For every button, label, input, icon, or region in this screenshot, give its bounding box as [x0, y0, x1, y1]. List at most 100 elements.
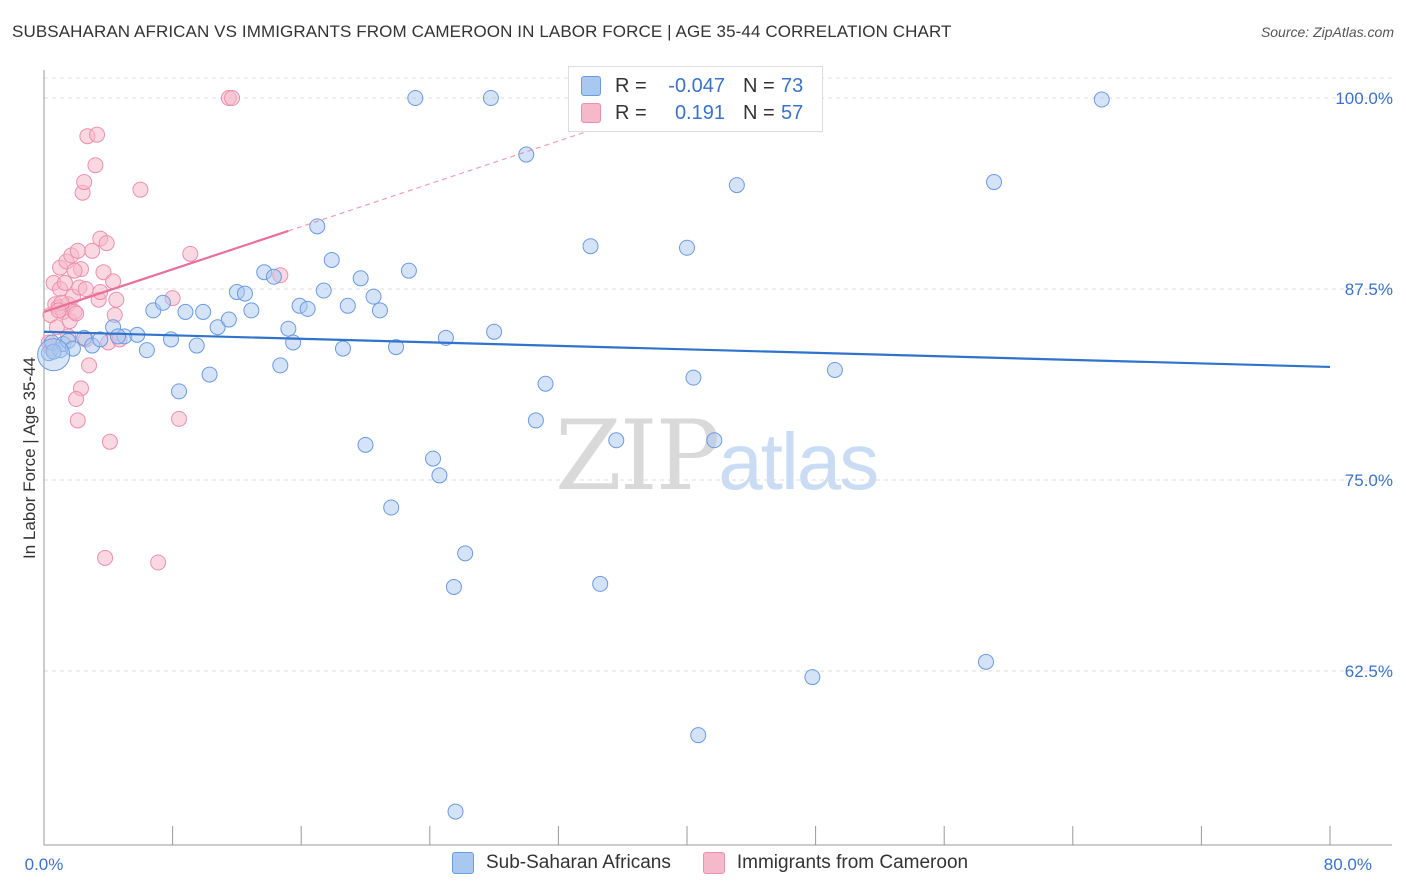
- r-label: R =: [615, 74, 647, 97]
- data-point-cameroon: [150, 554, 167, 571]
- legend-row-pink: R = 0.191 N = 57: [581, 100, 803, 126]
- data-point-subsaharan: [388, 339, 405, 356]
- data-point-subsaharan: [728, 177, 745, 194]
- data-point-subsaharan: [482, 90, 499, 106]
- n-label: N =: [743, 74, 775, 97]
- data-point-subsaharan: [309, 218, 326, 235]
- data-point-cameroon: [182, 245, 199, 262]
- n-value: 57: [781, 101, 804, 124]
- data-point-subsaharan: [518, 146, 535, 163]
- data-point-subsaharan: [582, 238, 599, 255]
- data-point-subsaharan: [45, 343, 62, 360]
- data-point-cameroon: [69, 412, 86, 429]
- r-value: -0.047: [668, 74, 725, 97]
- data-point-subsaharan: [299, 300, 316, 317]
- data-point-cameroon: [66, 262, 83, 279]
- data-point-subsaharan: [92, 331, 109, 348]
- data-point-cameroon: [68, 305, 85, 322]
- data-point-subsaharan: [400, 262, 417, 279]
- data-point-subsaharan: [977, 653, 994, 670]
- data-point-cameroon: [97, 549, 114, 566]
- r-label: R =: [615, 101, 647, 124]
- data-point-subsaharan: [804, 669, 821, 686]
- data-point-subsaharan: [457, 545, 474, 562]
- pink-swatch: [581, 103, 601, 123]
- y-tick-label: 62.5%: [1345, 662, 1393, 681]
- data-point-cameroon: [77, 281, 94, 297]
- data-point-subsaharan: [371, 302, 388, 319]
- data-point-subsaharan: [706, 432, 723, 449]
- data-point-subsaharan: [365, 288, 382, 305]
- y-tick-label: 87.5%: [1345, 280, 1393, 299]
- data-point-cameroon: [89, 126, 106, 143]
- data-point-subsaharan: [407, 90, 424, 106]
- data-point-subsaharan: [690, 727, 707, 744]
- data-point-subsaharan: [1093, 91, 1110, 108]
- data-point-subsaharan-cluster: [37, 338, 71, 372]
- data-point-subsaharan: [285, 334, 302, 351]
- data-point-cameroon: [81, 357, 98, 374]
- y-tick-label: 75.0%: [1345, 471, 1393, 490]
- legend-item-subsaharan[interactable]: Sub-Saharan Africans: [452, 852, 671, 874]
- data-point-subsaharan: [109, 328, 126, 345]
- data-point-subsaharan: [188, 337, 205, 354]
- data-point-cameroon: [132, 181, 149, 198]
- data-point-cameroon: [98, 235, 115, 252]
- data-point-subsaharan: [986, 174, 1003, 191]
- data-point-subsaharan: [608, 432, 625, 449]
- trend-line-cameroon: [43, 229, 289, 313]
- n-label: N =: [743, 101, 775, 124]
- data-point-subsaharan: [220, 311, 237, 328]
- data-point-subsaharan: [177, 303, 194, 320]
- data-point-subsaharan: [265, 268, 282, 285]
- data-point-subsaharan: [334, 340, 351, 357]
- data-point-subsaharan: [447, 803, 464, 820]
- data-point-cameroon: [171, 410, 188, 427]
- source-label: Source: ZipAtlas.com: [1260, 24, 1394, 40]
- legend-item-cameroon[interactable]: Immigrants from Cameroon: [702, 852, 969, 874]
- series-legend: Sub-Saharan Africans Immigrants from Cam…: [452, 852, 1000, 874]
- blue-swatch: [452, 852, 474, 874]
- legend-label: Immigrants from Cameroon: [736, 852, 969, 873]
- data-point-cameroon: [108, 291, 125, 308]
- data-point-subsaharan: [685, 369, 702, 386]
- data-point-subsaharan: [280, 320, 297, 337]
- data-point-subsaharan: [138, 342, 155, 359]
- data-point-subsaharan: [679, 239, 695, 256]
- data-point-subsaharan: [171, 383, 188, 400]
- legend-label: Sub-Saharan Africans: [486, 852, 671, 873]
- data-point-subsaharan: [154, 294, 171, 311]
- legend-row-blue: R = -0.047 N = 73: [581, 73, 803, 99]
- data-point-cameroon: [92, 284, 109, 301]
- blue-swatch: [581, 76, 601, 96]
- data-point-subsaharan: [445, 578, 462, 595]
- data-point-subsaharan: [339, 297, 356, 314]
- x-tick-label: 80.0%: [1324, 855, 1372, 874]
- data-point-subsaharan: [209, 319, 226, 336]
- data-point-subsaharan: [272, 357, 289, 374]
- data-point-subsaharan: [236, 285, 253, 302]
- data-point-subsaharan: [201, 366, 218, 383]
- r-value: 0.191: [674, 101, 725, 124]
- data-point-cameroon: [224, 90, 241, 106]
- data-point-cameroon: [101, 433, 118, 450]
- data-point-cameroon: [87, 157, 104, 174]
- y-axis-label: In Labor Force | Age 35-44: [20, 357, 39, 559]
- data-point-subsaharan: [527, 412, 544, 429]
- data-point-subsaharan: [425, 450, 442, 467]
- data-point-subsaharan: [383, 499, 400, 516]
- data-point-subsaharan: [357, 436, 374, 453]
- pink-swatch: [702, 852, 725, 874]
- chart-title: SUBSAHARAN AFRICAN VS IMMIGRANTS FROM CA…: [12, 22, 952, 41]
- data-point-subsaharan: [592, 575, 609, 592]
- data-point-subsaharan: [315, 282, 332, 299]
- data-point-cameroon: [68, 391, 85, 408]
- data-point-cameroon: [76, 174, 93, 191]
- data-point-subsaharan: [826, 361, 843, 378]
- stats-legend: R = -0.047 N = 73 R = 0.191 N = 57: [568, 66, 823, 132]
- data-point-cameroon: [69, 242, 86, 259]
- trend-line-subsaharan: [43, 330, 1331, 369]
- data-point-subsaharan: [537, 375, 554, 392]
- data-point-subsaharan: [352, 270, 369, 287]
- data-point-cameroon: [84, 242, 101, 259]
